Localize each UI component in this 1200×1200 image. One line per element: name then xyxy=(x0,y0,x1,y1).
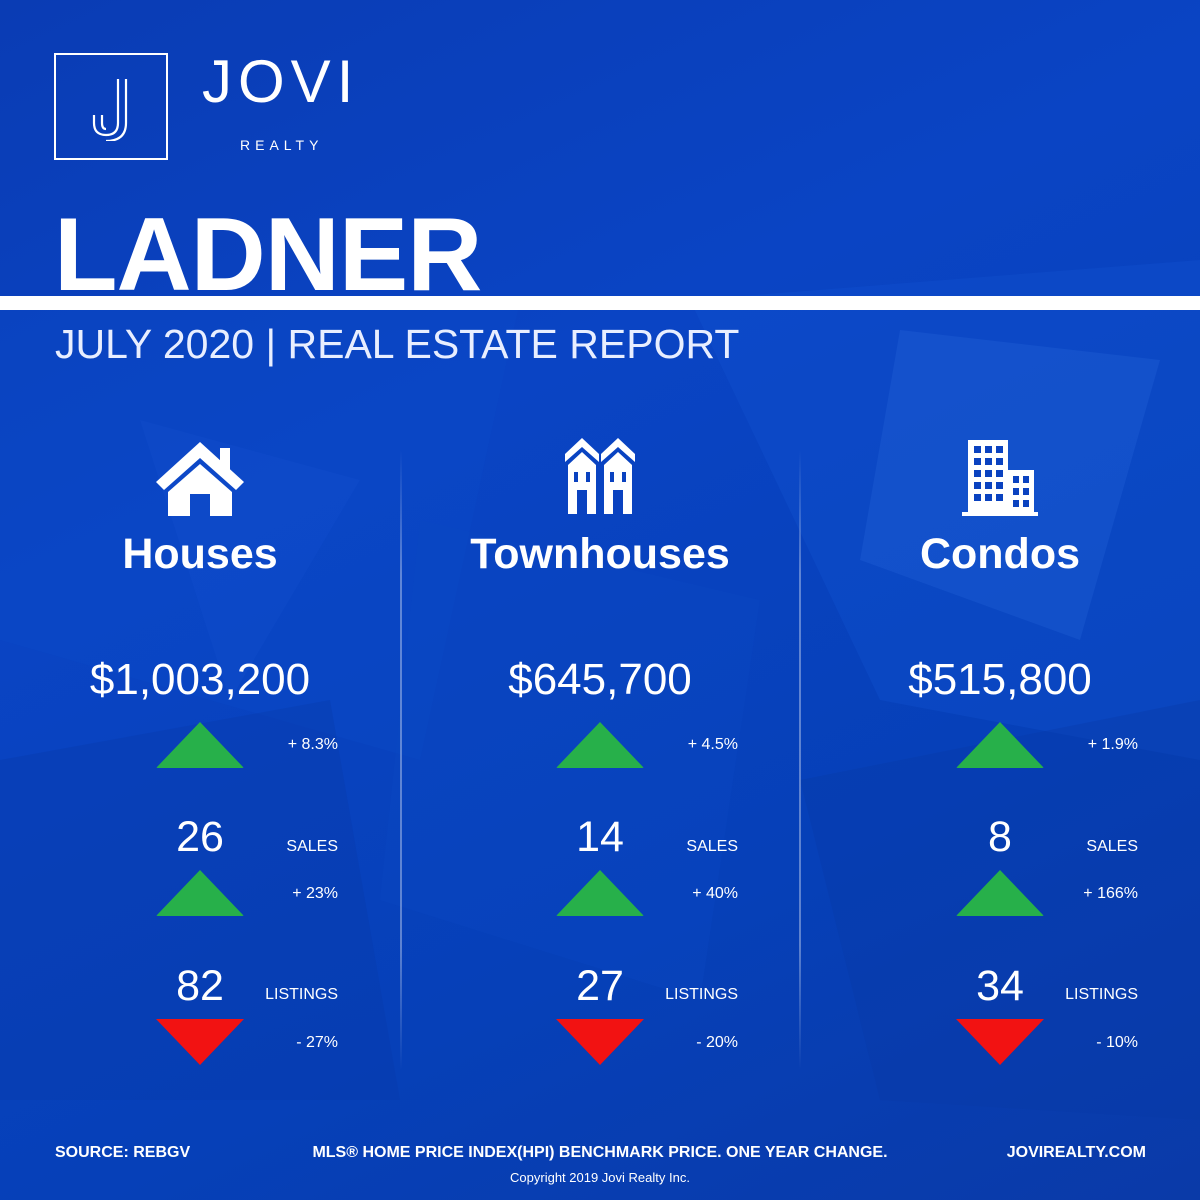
condos-price-change: + 1.9% xyxy=(1087,736,1138,753)
listings-down-arrow-icon xyxy=(156,1019,244,1065)
price-up-arrow-icon xyxy=(156,722,244,768)
townhouses-sales-count: 14 xyxy=(576,813,624,861)
houses-price-change: + 8.3% xyxy=(287,736,338,753)
houses-listings-label: LISTINGS xyxy=(265,986,338,1003)
column-divider xyxy=(400,450,402,1070)
houses-sales-label: SALES xyxy=(286,838,338,855)
price-up-arrow-icon xyxy=(956,722,1044,768)
townhouses-sales-label: SALES xyxy=(686,838,738,855)
condos-column: Condos $515,800 + 1.9% 8 SALES + 166% 34… xyxy=(800,0,1200,1100)
sales-up-arrow-icon xyxy=(956,870,1044,916)
footer-source: SOURCE: REBGV xyxy=(55,1144,191,1161)
townhouses-listings-change: - 20% xyxy=(696,1034,738,1051)
brand-logo-mark xyxy=(54,53,168,160)
condos-sales-change: + 166% xyxy=(1083,885,1138,902)
house-icon xyxy=(0,438,400,518)
houses-title: Houses xyxy=(122,530,278,578)
townhouses-column: Townhouses $645,700 + 4.5% 14 SALES + 40… xyxy=(400,0,800,1100)
footer-note: MLS® HOME PRICE INDEX(HPI) BENCHMARK PRI… xyxy=(312,1144,888,1161)
townhouses-title: Townhouses xyxy=(470,530,730,578)
price-up-arrow-icon xyxy=(556,722,644,768)
sales-up-arrow-icon xyxy=(156,870,244,916)
houses-column: Houses $1,003,200 + 8.3% 26 SALES + 23% … xyxy=(0,0,400,1100)
logo-j-icon xyxy=(92,79,128,141)
houses-sales-change: + 23% xyxy=(292,885,338,902)
townhouses-listings-label: LISTINGS xyxy=(665,986,738,1003)
townhouses-price: $645,700 xyxy=(508,655,692,704)
condos-sales-count: 8 xyxy=(988,813,1012,861)
houses-sales-count: 26 xyxy=(176,813,224,861)
sales-up-arrow-icon xyxy=(556,870,644,916)
brand-subtitle: REALTY xyxy=(240,137,324,153)
footer-website-link[interactable]: JOVIREALTY.COM xyxy=(1006,1144,1146,1161)
condos-title: Condos xyxy=(919,530,1081,578)
title-underline xyxy=(0,296,1200,310)
copyright-notice: Copyright 2019 Jovi Realty Inc. xyxy=(510,1170,690,1185)
houses-listings-change: - 27% xyxy=(296,1034,338,1051)
townhouse-icon xyxy=(400,438,800,518)
houses-price: $1,003,200 xyxy=(89,655,311,704)
condos-listings-change: - 10% xyxy=(1096,1034,1138,1051)
page-title: LADNER xyxy=(54,197,482,313)
condos-listings-count: 34 xyxy=(976,962,1024,1010)
houses-listings-count: 82 xyxy=(176,962,224,1010)
townhouses-price-change: + 4.5% xyxy=(687,736,738,753)
townhouses-sales-change: + 40% xyxy=(692,885,738,902)
condos-listings-label: LISTINGS xyxy=(1065,986,1138,1003)
condos-sales-label: SALES xyxy=(1086,838,1138,855)
listings-down-arrow-icon xyxy=(556,1019,644,1065)
condo-building-icon xyxy=(800,438,1200,518)
townhouses-listings-count: 27 xyxy=(576,962,624,1010)
listings-down-arrow-icon xyxy=(956,1019,1044,1065)
column-divider xyxy=(799,450,801,1070)
condos-price: $515,800 xyxy=(908,655,1092,704)
brand-name: JOVI xyxy=(202,48,360,115)
report-subtitle: JULY 2020 | REAL ESTATE REPORT xyxy=(55,321,740,367)
